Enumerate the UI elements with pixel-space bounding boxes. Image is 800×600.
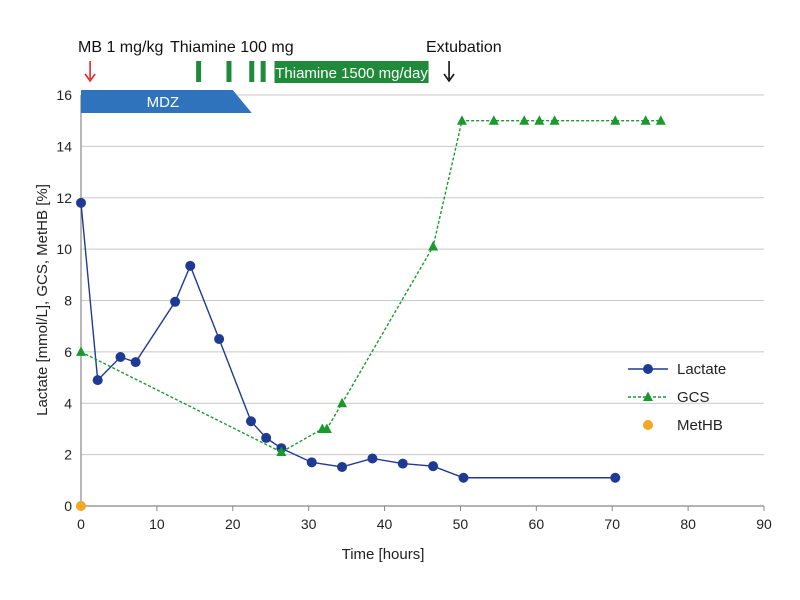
mdz-label: MDZ bbox=[147, 94, 180, 111]
mdz-bar bbox=[81, 90, 252, 113]
lactate-point bbox=[261, 432, 272, 443]
legend-lactate-label: Lactate bbox=[677, 361, 726, 378]
gcs-point bbox=[456, 115, 467, 125]
lactate-point bbox=[458, 472, 469, 483]
mb-arrow-head bbox=[84, 73, 96, 83]
y-tick-label: 8 bbox=[64, 293, 72, 309]
x-axis-title: Time [hours] bbox=[342, 546, 425, 563]
x-tick-label: 80 bbox=[680, 516, 696, 532]
grid-layer bbox=[81, 94, 764, 456]
x-tick-label: 30 bbox=[301, 516, 317, 532]
gcs-point bbox=[76, 346, 86, 356]
x-tick-label: 10 bbox=[149, 516, 165, 532]
y-tick-label: 6 bbox=[64, 344, 72, 360]
gcs-point bbox=[655, 115, 666, 125]
y-tick-label: 2 bbox=[64, 447, 72, 463]
gcs-point bbox=[640, 115, 651, 125]
lactate-point bbox=[92, 375, 103, 386]
x-tick-label: 0 bbox=[77, 516, 85, 532]
lactate-point bbox=[367, 453, 378, 464]
y-tick-label: 10 bbox=[56, 241, 72, 257]
y-tick-label: 4 bbox=[64, 395, 72, 411]
gcs-point bbox=[549, 115, 560, 125]
extubation-label: Extubation bbox=[426, 39, 502, 56]
lactate-point bbox=[337, 461, 348, 472]
lactate-point bbox=[306, 457, 317, 468]
lactate-point bbox=[115, 352, 126, 363]
x-tick-label: 90 bbox=[756, 516, 772, 532]
lactate-point bbox=[185, 260, 196, 271]
legend-methb-marker bbox=[643, 420, 653, 430]
lactate-point bbox=[76, 197, 86, 208]
axis-layer: 0 2 4 6 8 10 12 14 16 0 10 20 30 40 50 60 70 80 90 bbox=[56, 87, 772, 532]
lactate-point bbox=[397, 458, 408, 469]
legend-gcs-label: GCS bbox=[677, 389, 710, 406]
legend-gcs-marker bbox=[643, 391, 653, 401]
thiamine-infusion-bar bbox=[274, 61, 429, 83]
gcs-line bbox=[80, 119, 661, 453]
legend-lactate-marker bbox=[643, 364, 653, 374]
legend: Lactate GCS MetHB bbox=[628, 361, 726, 434]
gcs-point bbox=[488, 115, 499, 125]
y-tick-label: 0 bbox=[64, 498, 72, 514]
lactate-line bbox=[80, 202, 616, 479]
x-tick-label: 20 bbox=[225, 516, 241, 532]
x-tick-label: 50 bbox=[453, 516, 469, 532]
extubation-arrow-head bbox=[443, 73, 455, 83]
thiamine-bolus-mark bbox=[260, 61, 266, 82]
thiamine-bolus-label: Thiamine 100 mg bbox=[170, 39, 294, 56]
legend-methb-label: MetHB bbox=[677, 417, 723, 434]
gcs-point bbox=[610, 115, 621, 125]
lactate-point bbox=[170, 296, 181, 307]
x-tick-label: 60 bbox=[529, 516, 545, 532]
gcs-point bbox=[321, 423, 332, 433]
mb-label: MB 1 mg/kg bbox=[78, 39, 163, 56]
y-tick-label: 14 bbox=[56, 138, 72, 154]
gcs-point bbox=[276, 446, 287, 457]
gcs-point bbox=[534, 115, 545, 125]
series-layer bbox=[76, 115, 666, 511]
lactate-point bbox=[214, 334, 225, 345]
thiamine-bolus-mark bbox=[196, 61, 202, 82]
lactate-point bbox=[245, 416, 256, 427]
lactate-point bbox=[130, 357, 141, 368]
thiamine-bolus-mark bbox=[249, 61, 255, 82]
gcs-point bbox=[337, 397, 348, 408]
lactate-point bbox=[610, 472, 621, 483]
x-tick-label: 40 bbox=[377, 516, 393, 532]
gcs-point bbox=[519, 115, 530, 125]
thiamine-infusion-label: Thiamine 1500 mg/day bbox=[275, 65, 428, 82]
y-tick-label: 12 bbox=[56, 190, 72, 206]
y-axis-title: Lactate [mmol/L], GCS, MetHB [%] bbox=[34, 184, 51, 416]
gcs-point bbox=[428, 241, 439, 251]
x-tick-label: 70 bbox=[604, 516, 620, 532]
methb-point bbox=[76, 501, 86, 511]
annotation-layer: MDZ MB 1 mg/kg Thiamine 100 mg Thiamine 150… bbox=[78, 39, 502, 113]
thiamine-bolus-mark bbox=[226, 61, 232, 82]
y-tick-label: 16 bbox=[56, 87, 72, 103]
lactate-point bbox=[428, 461, 439, 472]
